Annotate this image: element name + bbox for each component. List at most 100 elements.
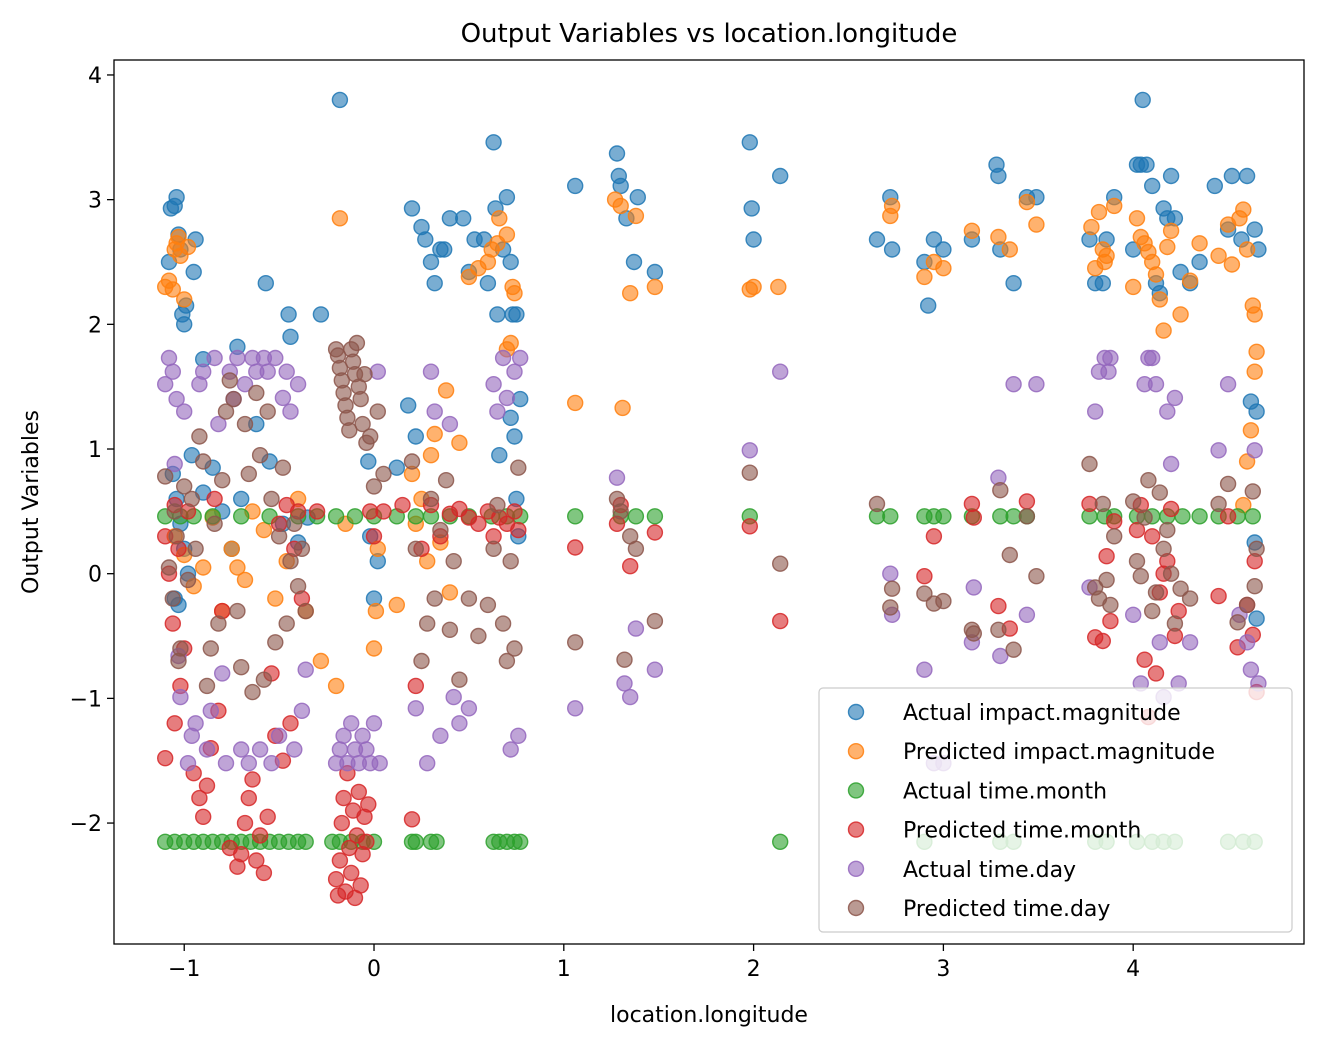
data-point-series-4 — [1102, 349, 1119, 367]
data-point-series-4 — [608, 469, 626, 486]
data-point-series-4 — [164, 363, 182, 380]
data-point-series-4 — [485, 376, 502, 393]
data-point-series-1 — [1181, 272, 1199, 289]
data-point-series-3 — [191, 789, 208, 807]
data-point-series-5 — [426, 590, 443, 607]
data-point-series-5 — [451, 671, 468, 688]
data-point-series-0 — [646, 263, 664, 281]
data-point-series-5 — [164, 590, 182, 607]
data-point-series-5 — [882, 599, 899, 616]
data-point-series-4 — [498, 389, 516, 407]
data-point-series-4 — [502, 741, 519, 758]
data-point-series-5 — [1210, 495, 1227, 513]
legend-label: Actual impact.magnitude — [903, 701, 1181, 726]
data-point-series-5 — [883, 580, 901, 597]
data-point-series-5 — [1001, 546, 1018, 564]
data-point-series-4 — [369, 363, 386, 380]
data-point-series-4 — [1086, 403, 1104, 420]
data-point-series-3 — [358, 833, 375, 850]
data-point-series-4 — [232, 741, 250, 758]
data-point-series-5 — [293, 540, 311, 557]
data-point-series-0 — [502, 409, 519, 426]
data-point-series-5 — [1132, 568, 1150, 585]
data-point-series-5 — [194, 453, 212, 470]
x-tick-label: 2 — [747, 957, 761, 982]
data-point-series-0 — [1143, 177, 1161, 195]
data-point-series-5 — [441, 621, 459, 638]
data-point-series-5 — [437, 472, 455, 489]
legend-marker — [847, 821, 865, 838]
data-point-series-5 — [1166, 615, 1184, 632]
data-point-series-4 — [198, 741, 216, 758]
data-point-series-5 — [348, 334, 366, 352]
data-point-series-0 — [422, 253, 440, 271]
data-point-series-2 — [327, 508, 345, 525]
data-point-series-3 — [506, 503, 523, 520]
data-point-series-4 — [278, 363, 295, 380]
data-point-series-3 — [352, 877, 369, 894]
data-point-series-1 — [745, 278, 762, 296]
data-point-series-4 — [419, 755, 436, 772]
y-tick-label: 2 — [88, 313, 102, 338]
data-point-series-5 — [225, 390, 242, 408]
data-point-series-0 — [743, 200, 760, 217]
data-point-series-1 — [1105, 197, 1123, 215]
data-point-series-4 — [1018, 606, 1036, 623]
data-point-series-4 — [160, 349, 178, 367]
data-point-series-5 — [244, 683, 261, 701]
data-point-series-3 — [963, 495, 981, 513]
data-point-series-4 — [293, 702, 311, 719]
data-point-series-2 — [1244, 508, 1262, 525]
data-point-series-5 — [232, 659, 250, 676]
data-point-series-2 — [1174, 508, 1191, 525]
data-point-series-1 — [646, 278, 664, 296]
data-point-series-5 — [479, 596, 497, 614]
data-point-series-0 — [745, 231, 762, 248]
data-point-series-0 — [489, 306, 506, 323]
data-point-series-2 — [567, 508, 584, 525]
data-point-series-5 — [1155, 540, 1172, 557]
data-point-series-3 — [282, 715, 299, 732]
data-point-series-5 — [1229, 614, 1246, 631]
data-point-series-4 — [331, 741, 349, 758]
data-point-series-5 — [413, 652, 430, 670]
data-point-series-4 — [441, 415, 459, 433]
legend-marker — [847, 860, 865, 877]
data-point-series-3 — [259, 808, 276, 825]
data-point-series-5 — [502, 553, 519, 570]
data-point-series-5 — [1159, 521, 1176, 539]
data-point-series-1 — [422, 447, 440, 464]
data-point-series-3 — [510, 521, 527, 539]
data-point-series-4 — [172, 688, 189, 706]
data-point-series-4 — [229, 349, 246, 367]
data-point-series-2 — [407, 508, 424, 525]
data-point-series-2 — [882, 508, 899, 525]
data-point-series-0 — [417, 231, 434, 248]
data-point-series-5 — [1081, 455, 1098, 473]
data-point-series-3 — [1098, 548, 1115, 565]
data-point-series-1 — [506, 285, 523, 302]
data-point-series-5 — [1005, 641, 1022, 658]
legend-marker — [847, 703, 865, 721]
data-point-series-5 — [236, 415, 254, 433]
data-point-series-5 — [1094, 495, 1112, 513]
data-point-series-1 — [567, 394, 584, 412]
data-point-series-3 — [335, 789, 352, 807]
data-point-series-1 — [963, 222, 981, 240]
data-point-series-5 — [274, 459, 292, 476]
data-point-series-5 — [251, 447, 269, 464]
data-point-series-5 — [229, 602, 246, 620]
data-point-series-4 — [432, 727, 449, 744]
data-point-series-1 — [1018, 193, 1036, 211]
data-point-series-5 — [485, 540, 502, 557]
data-point-series-4 — [289, 376, 307, 393]
data-point-series-0 — [625, 253, 643, 271]
data-point-series-1 — [883, 197, 901, 215]
data-point-series-2 — [646, 508, 664, 525]
data-point-series-4 — [426, 403, 443, 420]
legend-label: Predicted time.day — [903, 897, 1110, 922]
data-point-series-5 — [510, 459, 527, 476]
data-point-series-5 — [419, 615, 436, 632]
data-point-series-1 — [164, 281, 182, 298]
data-point-series-1 — [1124, 278, 1142, 296]
